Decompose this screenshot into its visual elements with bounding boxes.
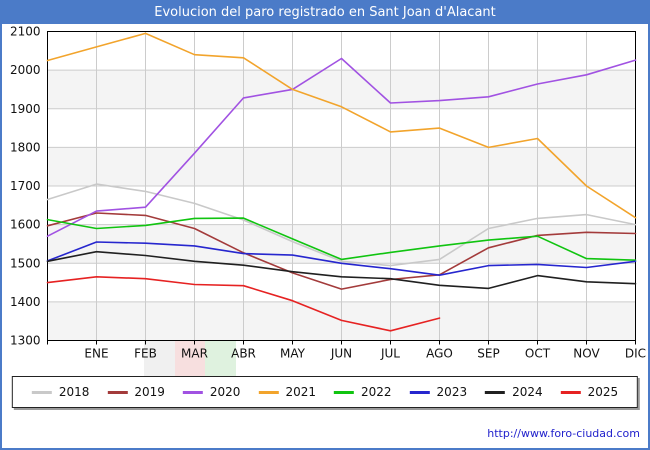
- x-tick-label-ENE: ENE: [84, 347, 108, 361]
- legend-item-2021: 2021: [258, 385, 316, 399]
- x-tick-label-FEB: FEB: [134, 347, 157, 361]
- series-line-2018: [46, 183, 637, 267]
- y-tick-label: 1400: [10, 295, 41, 309]
- x-tick-label-NOV: NOV: [573, 347, 600, 361]
- legend-label-2020: 2020: [209, 385, 241, 399]
- legend-label-2021: 2021: [285, 385, 316, 399]
- x-tick-label-DIC: DIC: [625, 347, 646, 361]
- y-tick-label: 1300: [10, 334, 41, 348]
- legend-dash-2022: [334, 390, 354, 394]
- legend-dash-2021: [258, 390, 279, 394]
- x-tick-label-OCT: OCT: [525, 347, 551, 361]
- x-tick-label-JUL: JUL: [380, 347, 400, 361]
- chart-title: Evolucion del paro registrado en Sant Jo…: [2, 2, 648, 24]
- legend-dash-2025: [560, 390, 581, 394]
- legend-item-2022: 2022: [334, 385, 392, 399]
- legend-dash-2024: [485, 390, 506, 394]
- x-tick-label-MAR: MAR: [181, 347, 208, 361]
- legend-item-2023: 2023: [409, 385, 468, 399]
- y-tick-label: 1800: [10, 140, 41, 154]
- legend-item-2020: 2020: [182, 385, 241, 399]
- foro-ciudad-url[interactable]: http://www.foro-ciudad.com: [487, 427, 640, 440]
- x-tick-label-MAY: MAY: [280, 347, 306, 361]
- x-tick-label-AGO: AGO: [426, 347, 453, 361]
- series-line-2024: [46, 250, 637, 290]
- legend-label-2019: 2019: [134, 385, 165, 399]
- x-tick-label-JUN: JUN: [330, 347, 352, 361]
- series-line-2021: [46, 32, 637, 219]
- legend-item-2025: 2025: [560, 385, 619, 399]
- y-tick-label: 1600: [10, 218, 41, 232]
- legend-dash-2018: [31, 390, 52, 394]
- y-tick-label: 1900: [10, 102, 41, 116]
- series-line-2023: [46, 241, 637, 277]
- series-line-2022: [46, 217, 637, 262]
- series-line-2020: [46, 57, 637, 237]
- chart-legend: 2018 2019 2020 2021 2022 2023 2024 2025: [11, 376, 639, 408]
- y-tick-label: 2000: [10, 63, 41, 77]
- y-tick-label: 2100: [10, 25, 41, 39]
- legend-label-2025: 2025: [587, 385, 619, 399]
- legend-label-2022: 2022: [361, 385, 392, 399]
- y-tick-label: 1500: [10, 256, 41, 270]
- legend-dash-2019: [107, 390, 128, 394]
- legend-dash-2020: [182, 390, 203, 394]
- y-tick-label: 1700: [10, 179, 41, 193]
- legend-item-2019: 2019: [107, 385, 165, 399]
- legend-item-2018: 2018: [31, 385, 90, 399]
- legend-dash-2023: [409, 390, 430, 394]
- series-line-2025: [46, 275, 441, 332]
- legend-label-2024: 2024: [512, 385, 543, 399]
- x-tick-label-SEP: SEP: [477, 347, 499, 361]
- x-tick-label-ABR: ABR: [231, 347, 256, 361]
- legend-label-2018: 2018: [58, 385, 90, 399]
- legend-label-2023: 2023: [436, 385, 468, 399]
- legend-item-2024: 2024: [485, 385, 543, 399]
